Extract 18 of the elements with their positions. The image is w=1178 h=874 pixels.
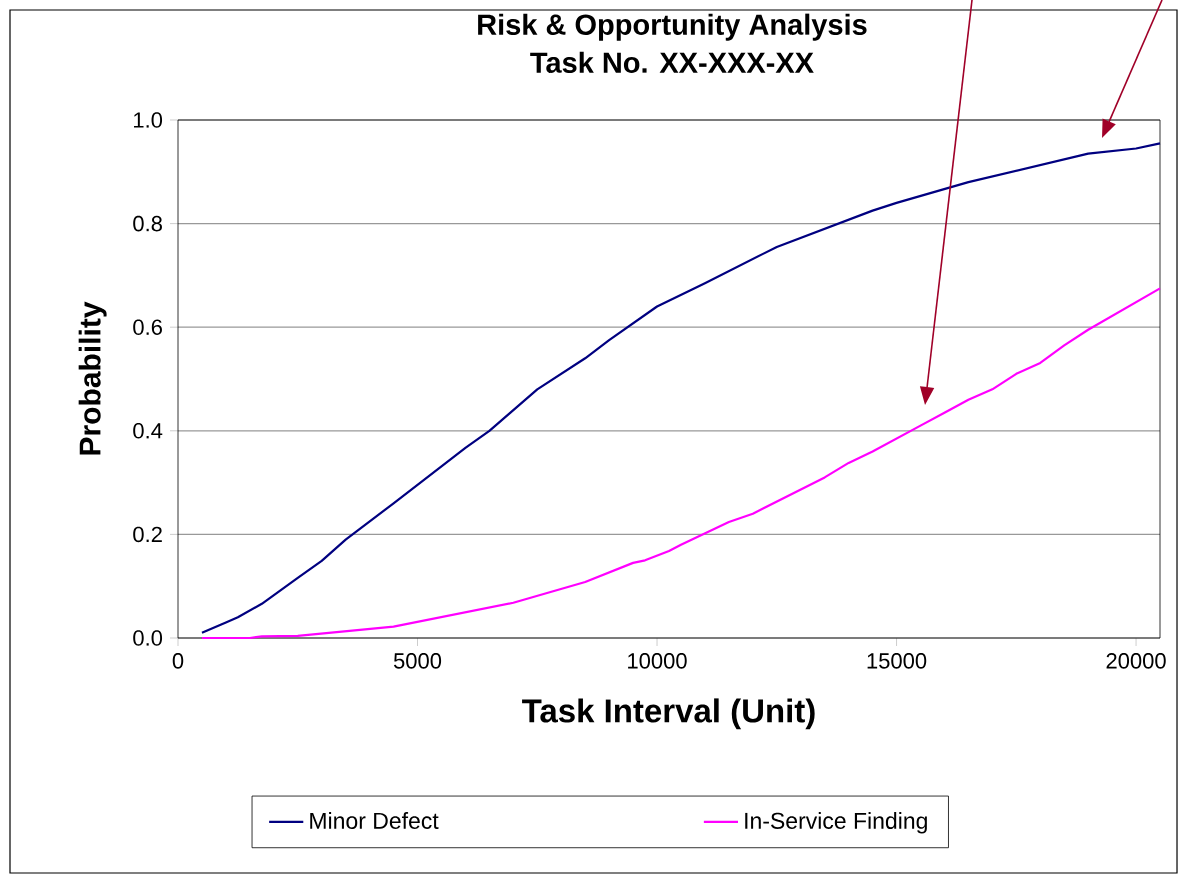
y-tick-label: 0.0: [133, 630, 163, 646]
x-tick-label: 0: [172, 653, 184, 669]
chart-title: Risk & Opportunity Analysis: [478, 13, 867, 41]
x-tick-label: 20000: [1106, 653, 1166, 669]
x-tick-label: 15000: [867, 653, 927, 669]
y-tick-label: 0.4: [133, 423, 163, 439]
x-tick-label: 10000: [628, 653, 687, 669]
y-tick-label: 1.0: [134, 112, 163, 128]
chart-subtitle: Task No. XX-XXX-XX: [530, 51, 814, 73]
legend-label: In-Service Finding: [745, 812, 927, 834]
line-series: [200, 142, 1162, 634]
y-tick-label: 0.2: [133, 526, 162, 543]
y-axis-title: Probability: [78, 301, 107, 455]
y-tick-label: 0.6: [133, 319, 162, 335]
y-tick-label: 0.8: [133, 215, 162, 232]
x-axis-title: Task Interval (Unit): [522, 698, 815, 730]
x-tick-label: 5000: [393, 653, 442, 669]
legend-label: Minor Defect: [310, 812, 439, 829]
